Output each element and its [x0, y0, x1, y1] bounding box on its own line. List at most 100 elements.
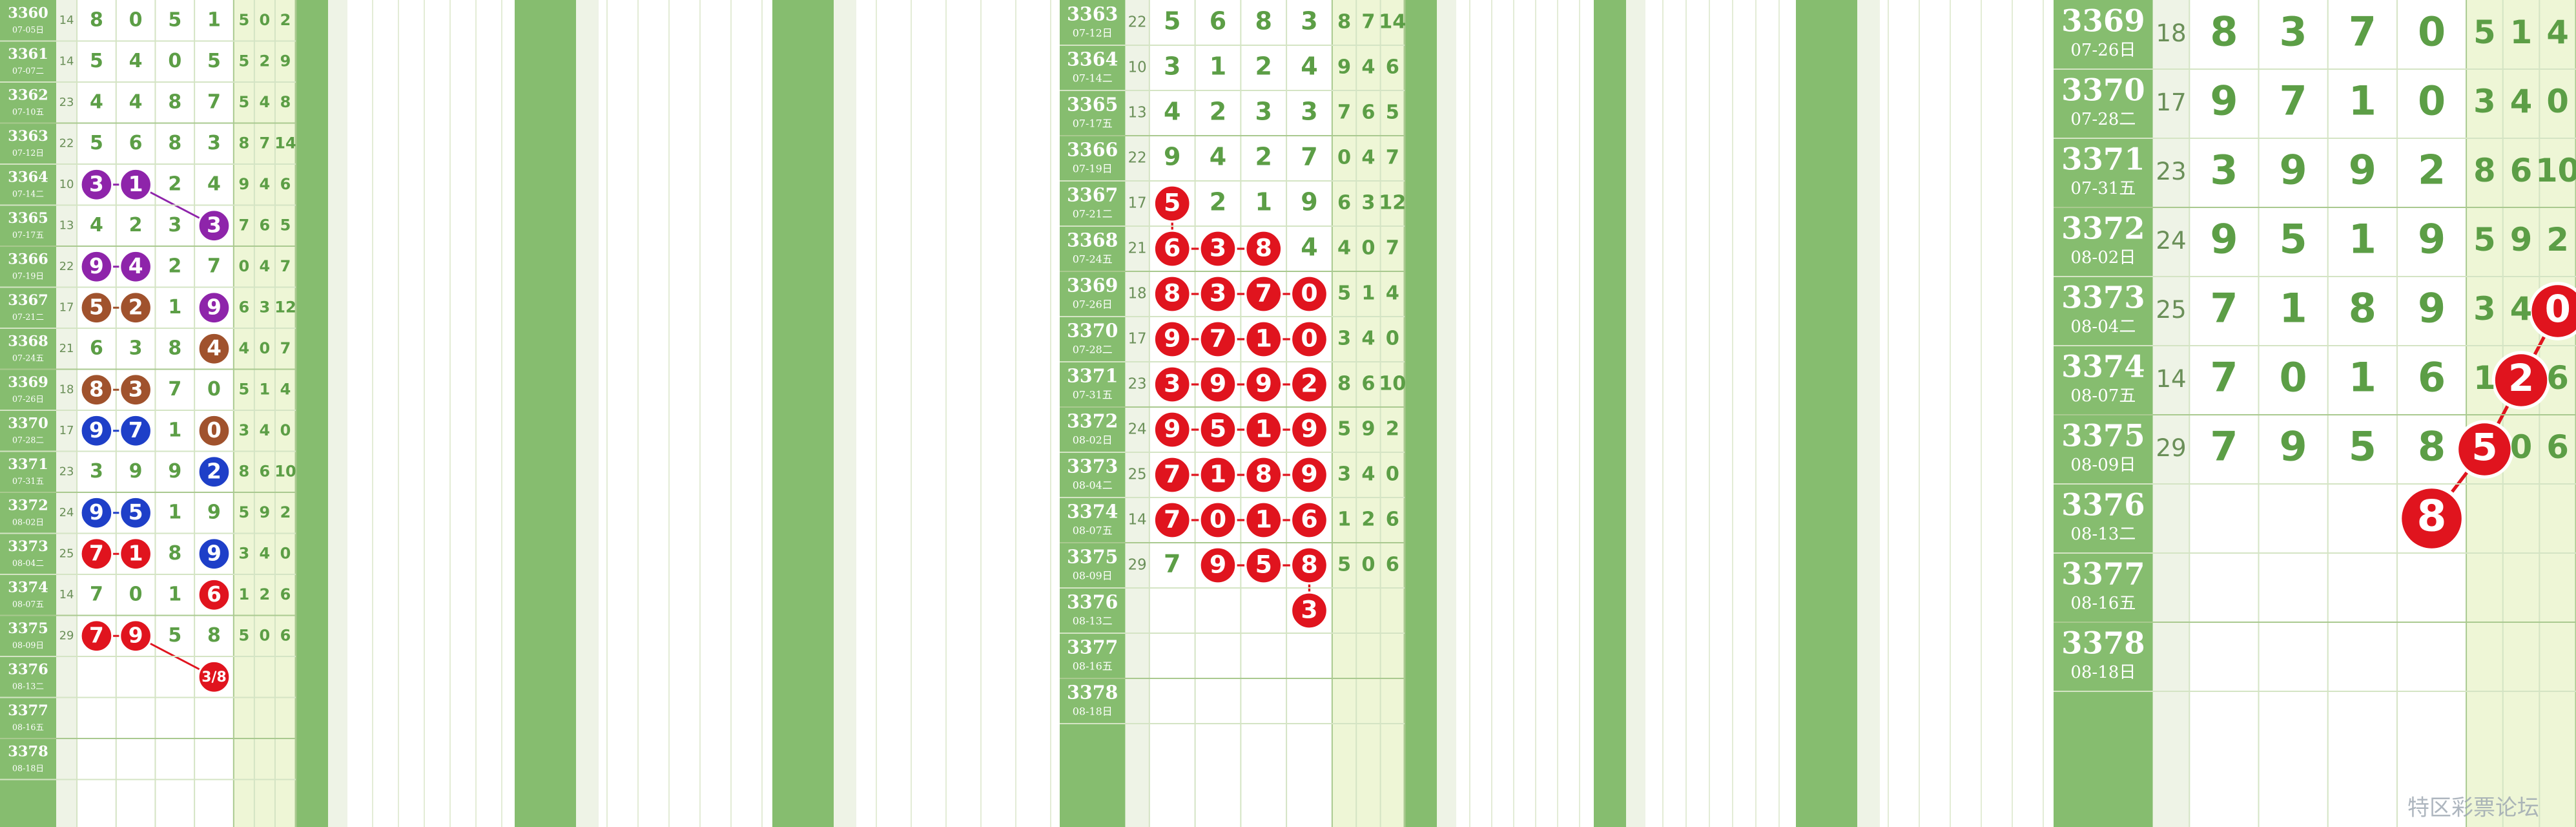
sum: 14	[59, 54, 74, 68]
issue-date: 07-17五	[1073, 117, 1113, 129]
sum: 10	[59, 178, 74, 191]
circle-marker	[1199, 501, 1237, 539]
extra-number: 5	[1386, 101, 1399, 124]
issue-number: 3362	[8, 87, 48, 104]
sum: 17	[59, 300, 74, 314]
digit: 0	[2280, 354, 2307, 401]
extra-number: 0	[1361, 554, 1375, 576]
issue-number: 3369	[2061, 3, 2145, 38]
extra-number: 5	[238, 93, 249, 111]
extra-number: 2	[260, 585, 271, 603]
extra-number: 0	[2546, 83, 2569, 120]
digit: 3	[1301, 98, 1317, 126]
issue-number: 3377	[8, 702, 48, 719]
circled-digit: 9	[89, 418, 104, 443]
issue-number: 3371	[8, 456, 48, 473]
extra-number: 2	[260, 52, 271, 70]
sum: 13	[59, 218, 74, 232]
issue-date: 07-24五	[12, 353, 44, 362]
circled-digit: 1	[129, 172, 143, 196]
digit: 4	[207, 173, 221, 195]
circled-digit: 9	[1210, 550, 1226, 579]
circle-marker	[1153, 455, 1191, 494]
extra-number: 6	[280, 585, 291, 603]
issue-number: 3360	[8, 5, 48, 22]
extra-columns	[233, 0, 296, 827]
extra-number: 6	[280, 175, 291, 193]
digit: 7	[90, 583, 103, 605]
extra-number: 6	[260, 462, 271, 480]
extra-number: 0	[280, 421, 291, 439]
issue-number: 3368	[1067, 229, 1118, 251]
issue-date: 08-07五	[12, 599, 44, 609]
issue-number: 3378	[2061, 625, 2145, 660]
issue-date: 07-31五	[1073, 388, 1113, 401]
circle-marker	[119, 373, 152, 406]
circled-digit: 8	[1255, 234, 1272, 262]
circle-layer: 56 3 88 3 7 09 7 1 03 9 9 29 5 1 97 1 8 97 0 1 69 5 83	[1153, 184, 1329, 630]
circle-marker	[1199, 229, 1237, 268]
sum: 14	[59, 14, 74, 27]
sum: 29	[2156, 434, 2186, 462]
issue-number: 3363	[8, 128, 48, 145]
circle-marker	[79, 619, 114, 653]
digit: 3	[2210, 147, 2238, 194]
circle-marker	[1244, 546, 1283, 585]
digit: 2	[1210, 188, 1226, 216]
digit: 4	[1301, 233, 1317, 262]
digit: 4	[1301, 52, 1317, 81]
sum: 21	[1128, 240, 1147, 257]
digit: 7	[2349, 8, 2376, 56]
extra-number: 4	[1386, 282, 1399, 305]
digit: 8	[168, 132, 181, 154]
circled-digit: 9	[1210, 370, 1226, 398]
digit: 8	[168, 542, 181, 565]
circle-marker	[2528, 282, 2576, 340]
digit: 6	[1210, 7, 1226, 36]
extra-number: 6	[1361, 101, 1375, 124]
circled-digit: 5	[1210, 415, 1226, 443]
issue-number: 3369	[1067, 274, 1118, 296]
digit: 5	[2349, 423, 2376, 470]
sum-column	[56, 0, 77, 827]
digit: 3	[129, 337, 143, 359]
issue-number: 3365	[8, 210, 48, 227]
extra-number: 4	[260, 421, 271, 439]
digit: 5	[1164, 7, 1180, 36]
digit: 5	[168, 624, 181, 647]
issue-date: 07-12日	[1073, 26, 1113, 39]
circled-digit: 2	[207, 459, 222, 483]
extra-number: 5	[1337, 418, 1351, 441]
circle-marker	[1199, 410, 1237, 449]
circle-marker	[1290, 501, 1329, 539]
issue-date: 07-07二	[12, 66, 44, 76]
digit: 5	[90, 50, 103, 72]
extra-number: 0	[1361, 237, 1375, 260]
circled-digit: 3	[129, 377, 143, 401]
sum: 17	[59, 424, 74, 437]
digit: 8	[1255, 7, 1272, 36]
issue-date: 08-09日	[1073, 569, 1113, 581]
issue-date: 07-19日	[1073, 162, 1113, 174]
extra-number: 0	[1386, 328, 1399, 350]
digit: 1	[168, 296, 181, 319]
issue-date: 08-09日	[2070, 455, 2136, 475]
extra-number: 6	[1386, 508, 1399, 531]
issue-date: 07-21二	[1073, 207, 1113, 220]
circle-marker	[1199, 320, 1237, 359]
extra-number: 9	[260, 503, 271, 521]
extra-number: 7	[1361, 11, 1375, 34]
digit: 7	[2210, 354, 2238, 401]
circle-marker	[197, 537, 231, 571]
extra-number: 8	[2473, 152, 2496, 189]
digit: 4	[1164, 98, 1180, 126]
issue-number: 3372	[8, 497, 48, 514]
background-panel	[1594, 0, 1796, 827]
issue-date: 07-10五	[12, 107, 44, 116]
circle-marker	[79, 168, 114, 202]
extra-number: 12	[1379, 192, 1406, 215]
issue-number: 3374	[2061, 348, 2145, 384]
issue-number: 3371	[2061, 141, 2145, 176]
digit: 0	[207, 378, 221, 401]
extra-number: 0	[2510, 428, 2533, 466]
